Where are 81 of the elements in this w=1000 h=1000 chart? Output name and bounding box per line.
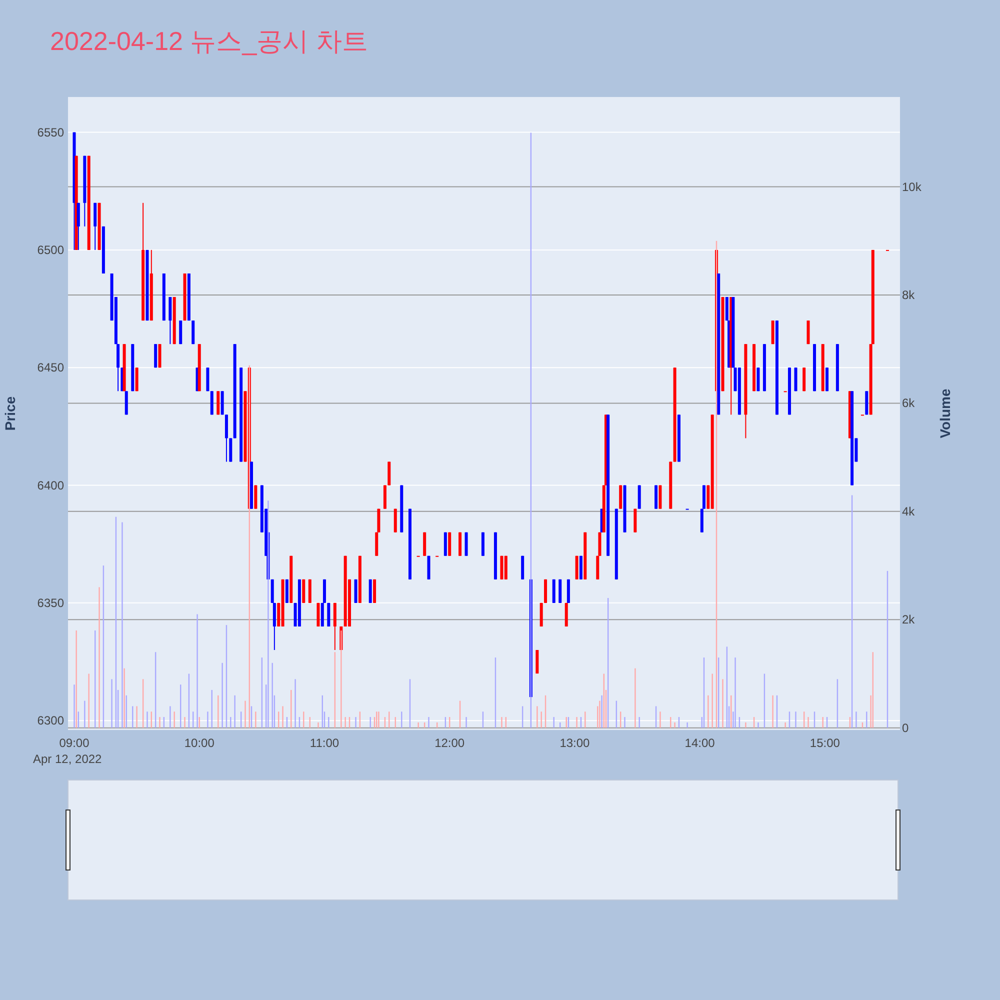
candlestick (458, 532, 462, 556)
x-tick-label: 15:00 (810, 736, 840, 750)
candlestick (206, 367, 210, 392)
candlestick (316, 602, 320, 627)
y2-tick-label: 6k (902, 396, 916, 410)
candlestick (464, 532, 468, 556)
candlestick (229, 438, 232, 462)
candlestick (540, 602, 543, 627)
x-tick-label: 11:00 (310, 736, 340, 750)
candlestick (168, 296, 172, 345)
y-tick-label: 6350 (37, 596, 64, 610)
y-tick-label: 6450 (37, 360, 64, 375)
candlestick (826, 367, 829, 392)
candlestick (423, 532, 426, 556)
candlestick (638, 484, 641, 510)
candlestick (566, 578, 570, 604)
candlestick (76, 202, 80, 250)
candlestick (558, 578, 562, 604)
candlestick (302, 578, 306, 604)
candlestick (216, 390, 220, 416)
candlestick (500, 555, 504, 580)
candlestick (220, 390, 224, 416)
candlestick (373, 578, 376, 604)
candlestick (544, 578, 548, 604)
candlestick (575, 555, 578, 580)
y2-axis-title: Volume (937, 388, 953, 438)
y-tick-label: 6550 (37, 125, 64, 140)
candlestick (806, 320, 810, 345)
candlestick (94, 202, 97, 250)
candlestick (771, 320, 774, 345)
candlestick (388, 461, 391, 486)
y2-tick-label: 0 (902, 720, 909, 735)
candlestick (192, 320, 195, 345)
candlestick (634, 508, 637, 533)
candlestick (124, 390, 128, 416)
candlestick (368, 578, 372, 604)
candlestick (179, 320, 182, 345)
candlestick (794, 367, 798, 392)
text: Apr 12, 2022 (33, 752, 102, 766)
candlestick (308, 578, 312, 604)
candlestick (658, 484, 662, 510)
candlestick (552, 578, 556, 604)
y2-tick-label: 8k (902, 288, 916, 302)
y2-tick-label: 2k (902, 612, 916, 627)
candlestick (254, 484, 258, 510)
x-tick-label: 09:00 (59, 736, 90, 750)
candlestick (354, 578, 358, 604)
y-axis-title: Price (2, 396, 18, 431)
candlestick (448, 532, 452, 556)
x-tick-label: 12:00 (434, 736, 465, 750)
candlestick (865, 390, 868, 416)
y-tick-label: 6500 (37, 242, 64, 257)
y-tick-label: 6400 (37, 478, 64, 492)
candlestick (521, 555, 524, 580)
candlestick (135, 367, 138, 392)
candlestick (654, 484, 658, 510)
x-tick-label: 14:00 (684, 736, 716, 750)
candlestick (481, 532, 484, 556)
candlestick (210, 390, 214, 416)
y2-tick-label: 4k (902, 504, 916, 518)
x-tick-label: 13:00 (560, 736, 590, 750)
candlestick (756, 367, 760, 392)
candlestick (427, 555, 430, 580)
candlestick (285, 578, 288, 604)
y2-tick-label: 10k (902, 180, 922, 194)
chart-title: 2022-04-12 뉴스_공시 차트 (50, 26, 368, 56)
candlestick (333, 602, 336, 650)
candlestick (327, 602, 330, 627)
candlestick (579, 555, 582, 580)
candlestick (158, 344, 162, 368)
candlestick (224, 414, 228, 462)
candlestick (444, 532, 447, 556)
candlestick (504, 555, 508, 580)
candlestick (394, 508, 397, 533)
candlestick (383, 484, 386, 510)
candlestick (619, 484, 622, 510)
candlestick (564, 602, 568, 627)
y-tick-label: 6300 (37, 714, 64, 728)
x-tick-label: 10:00 (184, 736, 215, 750)
candlestick (154, 344, 158, 368)
candlestick (802, 367, 806, 392)
